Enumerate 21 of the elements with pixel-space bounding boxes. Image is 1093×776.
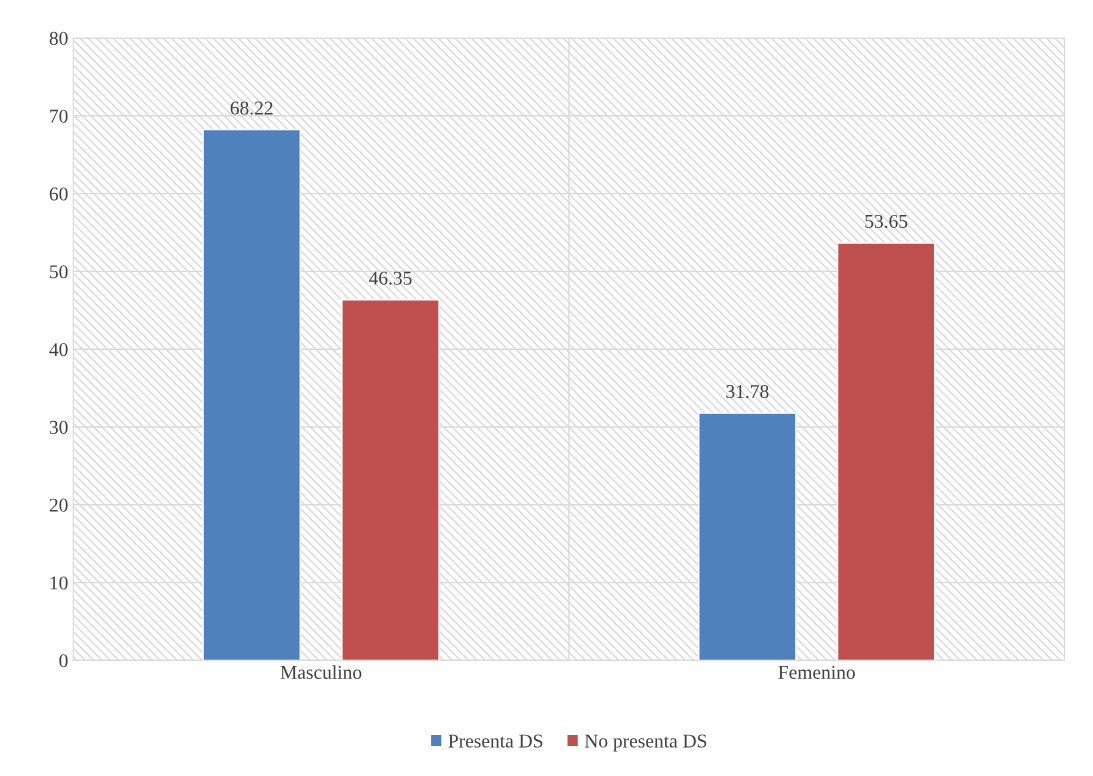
data-label: 68.22 (230, 101, 273, 115)
bar (341, 299, 440, 661)
y-tick-label: 30 (49, 420, 68, 434)
data-label: 31.78 (726, 384, 769, 399)
y-tick-label: 70 (50, 109, 68, 123)
y-tick-label: 60 (49, 187, 68, 201)
y-tick-label: 40 (49, 343, 68, 357)
bar (698, 412, 797, 661)
y-tick-label: 50 (50, 265, 68, 279)
legend-label: Presenta DS (448, 734, 543, 748)
y-tick-label: 10 (50, 576, 68, 590)
legend-label: No presenta DS (584, 734, 707, 752)
bar (202, 128, 301, 661)
x-tick-label: Femenino (778, 665, 855, 679)
y-tick-label: 0 (59, 654, 68, 668)
data-label: 46.35 (368, 271, 412, 285)
x-tick-label: Masculino (280, 665, 362, 679)
y-tick-label: 20 (49, 498, 68, 512)
bar (836, 242, 936, 661)
data-label: 53.65 (865, 214, 908, 229)
y-tick-label: 80 (49, 31, 68, 45)
